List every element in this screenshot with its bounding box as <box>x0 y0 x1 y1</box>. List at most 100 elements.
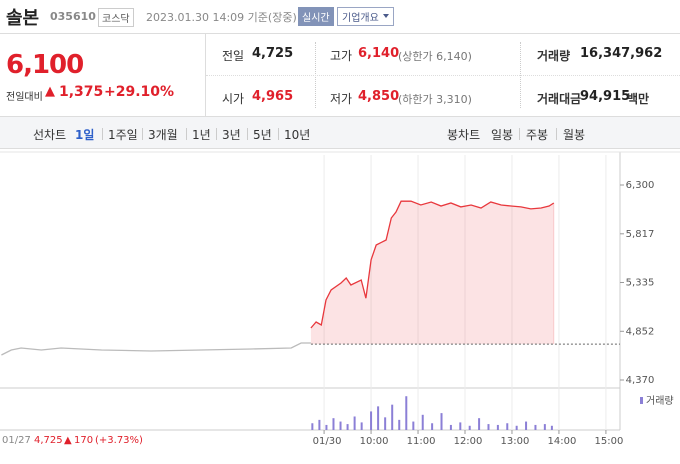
volume-bar <box>496 424 499 430</box>
volume-bar <box>377 406 380 430</box>
volume-bar <box>332 418 335 430</box>
stat-value: 4,965 <box>252 89 294 104</box>
price: 6,100 <box>6 50 84 80</box>
volume-bar <box>311 423 314 430</box>
realtime-button[interactable]: 실시간 <box>298 7 334 26</box>
x-tick-label: 14:00 <box>548 436 577 447</box>
divider <box>205 34 206 116</box>
legend-swatch <box>640 397 643 404</box>
tab-label: 선차트 <box>33 128 67 142</box>
volume-bar <box>525 421 528 430</box>
tab-separator <box>142 128 143 140</box>
stock-name: 솔본 <box>6 8 40 29</box>
period-tab[interactable]: 5년 <box>253 128 272 142</box>
volume-bar <box>459 422 462 430</box>
volume-bar <box>412 421 415 430</box>
period-tab[interactable]: 1주일 <box>108 128 138 142</box>
prev-rate: (+3.73%) <box>95 435 143 446</box>
volume-bar <box>506 423 509 430</box>
tab-separator <box>278 128 279 140</box>
divider <box>206 75 680 76</box>
candle-tab[interactable]: 일봉 <box>491 128 514 142</box>
x-tick-label: 12:00 <box>454 436 483 447</box>
x-tick-label: 01/30 <box>313 436 342 447</box>
stat-value: 16,347,962 <box>580 46 663 61</box>
prev-price: 4,725 <box>34 435 63 446</box>
stat-label: 전일 <box>222 49 245 63</box>
legend-label: 거래량 <box>646 395 674 407</box>
period-tab[interactable]: 1일 <box>75 128 95 142</box>
change-rate: +29.10% <box>104 84 175 100</box>
stat-label: 거래대금 <box>537 92 582 106</box>
volume-bar <box>370 411 373 430</box>
y-tick-label: 5,817 <box>626 229 655 240</box>
tab-bar <box>0 116 680 149</box>
up-icon: ▲ <box>45 84 55 99</box>
candle-tab[interactable]: 주봉 <box>526 128 549 142</box>
x-tick-label: 10:00 <box>360 436 389 447</box>
change-label: 전일대비 <box>6 92 43 103</box>
volume-bar <box>440 413 443 430</box>
volume-bar <box>360 422 363 430</box>
volume-bar <box>534 424 537 430</box>
stat-label: 저가 <box>330 92 353 106</box>
company-button-label: 기업개요 <box>342 13 379 24</box>
tab-separator <box>186 128 187 140</box>
volume-bar <box>550 425 553 430</box>
volume-bar <box>515 425 518 430</box>
price-line <box>310 200 555 329</box>
stat-label: 시가 <box>222 92 245 106</box>
y-tick-label: 5,335 <box>626 278 655 289</box>
period-tab[interactable]: 10년 <box>284 128 311 142</box>
stat-label: 거래량 <box>537 49 571 63</box>
stat-label: 고가 <box>330 49 353 63</box>
volume-bar <box>543 424 546 430</box>
y-tick-label: 4,370 <box>626 375 655 386</box>
change: 1,375 <box>59 84 104 100</box>
tab-separator <box>519 128 520 140</box>
volume-bar <box>398 419 401 430</box>
period-tab[interactable]: 3개월 <box>148 128 178 142</box>
volume-bar <box>391 404 394 430</box>
stock-code: 035610 <box>50 10 96 23</box>
period-tab[interactable]: 1년 <box>192 128 211 142</box>
y-tick-label: 6,300 <box>626 180 655 191</box>
x-tick-label: 11:00 <box>407 436 436 447</box>
prev-date: 01/27 <box>2 435 31 446</box>
volume-bar <box>339 421 342 430</box>
stat-unit: 백만 <box>627 92 650 106</box>
market-tag: 코스닥 <box>98 8 134 27</box>
volume-bar <box>384 417 387 430</box>
volume-bar <box>487 424 490 430</box>
stat-note: (상한가 6,140) <box>398 50 472 63</box>
tab-separator <box>102 128 103 140</box>
period-tab[interactable]: 3년 <box>222 128 241 142</box>
dropdown-arrow <box>382 14 389 21</box>
timestamp: 2023.01.30 14:09 기준(장중) <box>146 11 297 24</box>
x-tick-label: 13:00 <box>501 436 530 447</box>
tab-separator <box>247 128 248 140</box>
volume-bar <box>449 424 452 430</box>
x-tick-label: 15:00 <box>594 436 623 447</box>
stat-value: 4,725 <box>252 46 294 61</box>
volume-bar <box>478 418 481 430</box>
stat-value: 94,915 <box>580 89 631 104</box>
tab-separator <box>216 128 217 140</box>
price-line <box>1 342 311 356</box>
y-tick-label: 4,852 <box>626 326 655 337</box>
prev-up-icon: ▲ <box>64 435 72 446</box>
prev-change: 170 <box>74 435 94 446</box>
volume-bar <box>325 424 328 430</box>
volume-bar <box>353 416 356 430</box>
stat-value: 6,140 <box>358 46 400 61</box>
area <box>310 201 554 345</box>
tab-label: 봉차트 <box>447 128 481 142</box>
volume-bar <box>431 423 434 430</box>
volume-bar <box>421 414 424 430</box>
candle-tab[interactable]: 월봉 <box>563 128 586 142</box>
tab-separator <box>556 128 557 140</box>
company-button[interactable]: 기업개요 <box>337 7 394 26</box>
stat-value: 4,850 <box>358 89 400 104</box>
